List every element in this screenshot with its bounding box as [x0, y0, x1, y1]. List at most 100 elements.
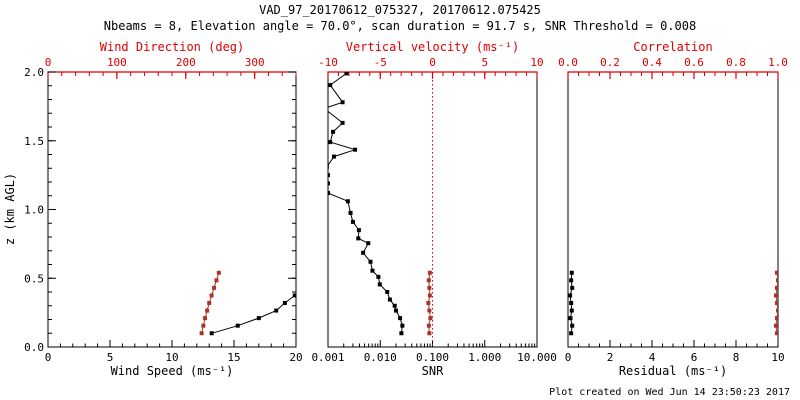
data-point-marker [427, 270, 432, 275]
tick-label: 0.8 [726, 56, 746, 69]
series-snr [322, 72, 405, 336]
data-point-marker [328, 181, 330, 186]
data-point-marker [392, 303, 397, 308]
data-point-marker [376, 274, 381, 279]
data-point-marker [203, 316, 208, 321]
data-point-marker [427, 293, 432, 298]
tick-label: 2.0 [24, 66, 44, 79]
data-point-marker [353, 147, 358, 152]
data-point-marker [568, 293, 573, 298]
data-point-marker [356, 228, 361, 233]
data-point-marker [205, 308, 210, 313]
data-point-marker [209, 331, 214, 336]
data-point-marker [428, 316, 433, 321]
bottom-axis-title-snr: SNR [421, 364, 444, 378]
data-point-marker [340, 100, 345, 105]
top-axis-title-vertical-velocity: Vertical velocity (ms⁻¹) [345, 40, 520, 54]
bottom-axis-title-residual: Residual (ms⁻¹) [618, 364, 728, 378]
data-point-marker [393, 308, 398, 313]
data-point-marker [331, 129, 336, 134]
tick-label: 15 [227, 351, 240, 364]
tick-label: 0.001 [311, 351, 344, 364]
data-point-marker [344, 72, 349, 76]
data-point-marker [235, 323, 240, 328]
data-point-marker [569, 278, 574, 283]
data-point-marker [331, 154, 336, 159]
data-point-marker [426, 301, 431, 305]
data-point-marker [368, 259, 373, 264]
data-point-marker [328, 164, 329, 169]
tick-label: 0.100 [416, 351, 449, 364]
tick-label: 0.0 [24, 341, 44, 354]
tick-label: 1.0 [768, 56, 788, 69]
panel-frame [567, 71, 779, 348]
data-point-marker [570, 285, 575, 290]
y-axis-title: z (km AGL) [3, 172, 17, 246]
data-point-marker [570, 323, 575, 328]
data-point-marker [569, 301, 574, 305]
data-point-marker [282, 301, 287, 305]
tick-label: 0 [565, 351, 572, 364]
data-point-marker [340, 120, 345, 125]
series-wind-direction [199, 270, 221, 336]
data-point-marker [774, 285, 778, 290]
data-point-marker [214, 278, 219, 283]
data-point-marker [361, 250, 366, 255]
tick-label: 10 [530, 56, 543, 69]
series-correlation [773, 270, 778, 336]
top-axis-title-correlation: Correlation [633, 40, 713, 54]
tick-label: 0.6 [684, 56, 704, 69]
series-wind-speed [209, 293, 296, 336]
tick-label: 8 [733, 351, 740, 364]
tick-label: 200 [176, 56, 196, 69]
data-point-marker [426, 278, 431, 283]
data-point-marker [207, 301, 212, 305]
data-point-marker [328, 173, 330, 178]
data-point-marker [774, 316, 778, 321]
data-point-marker [774, 270, 778, 275]
plot-created-timestamp: Plot created on Wed Jun 14 23:50:23 2017 [549, 387, 790, 398]
tick-label: 1.000 [468, 351, 501, 364]
data-point-marker [427, 331, 432, 336]
top-axis-title-wind-direction: Wind Direction (deg) [99, 40, 245, 54]
tick-label: 0 [45, 351, 52, 364]
data-point-marker [328, 83, 333, 88]
tick-label: 4 [649, 351, 656, 364]
data-point-marker [776, 278, 778, 283]
tick-label: 10 [771, 351, 784, 364]
data-point-marker [569, 331, 574, 336]
data-point-marker [569, 308, 574, 313]
data-point-marker [348, 210, 353, 215]
data-point-marker [370, 268, 375, 273]
data-point-marker [398, 316, 403, 321]
data-point-marker [774, 331, 778, 336]
tick-label: 5 [107, 351, 114, 364]
data-point-marker [322, 106, 326, 110]
panel-snr-profile: 0.001 0.010 0.100 1.000 10.000 -10 -5 0 5 10 [311, 56, 556, 364]
data-point-marker [569, 270, 574, 275]
data-point-marker [199, 331, 204, 336]
panel-residual-correlation: 0 2 4 6 8 10 0.0 0.2 0.4 0.6 0.8 1.0 [558, 56, 788, 364]
tick-label: 300 [245, 56, 265, 69]
tick-label: 10 [165, 351, 178, 364]
tick-label: 5 [481, 56, 488, 69]
data-point-marker [776, 308, 778, 313]
tick-label: 20 [289, 351, 302, 364]
data-point-marker [366, 241, 371, 246]
data-point-marker [209, 293, 214, 298]
series-residual [568, 270, 575, 336]
plot-subtitle: Nbeams = 8, Elevation angle = 70.0°, sca… [103, 19, 697, 33]
tick-label: -5 [374, 56, 387, 69]
data-point-marker [256, 316, 261, 321]
data-point-marker [427, 285, 432, 290]
tick-label: 0.4 [642, 56, 662, 69]
data-point-marker [201, 323, 206, 328]
data-point-marker [773, 293, 778, 298]
data-point-marker [426, 323, 431, 328]
data-point-marker [774, 301, 778, 305]
tick-label: 2 [607, 351, 614, 364]
tick-label: 100 [107, 56, 127, 69]
